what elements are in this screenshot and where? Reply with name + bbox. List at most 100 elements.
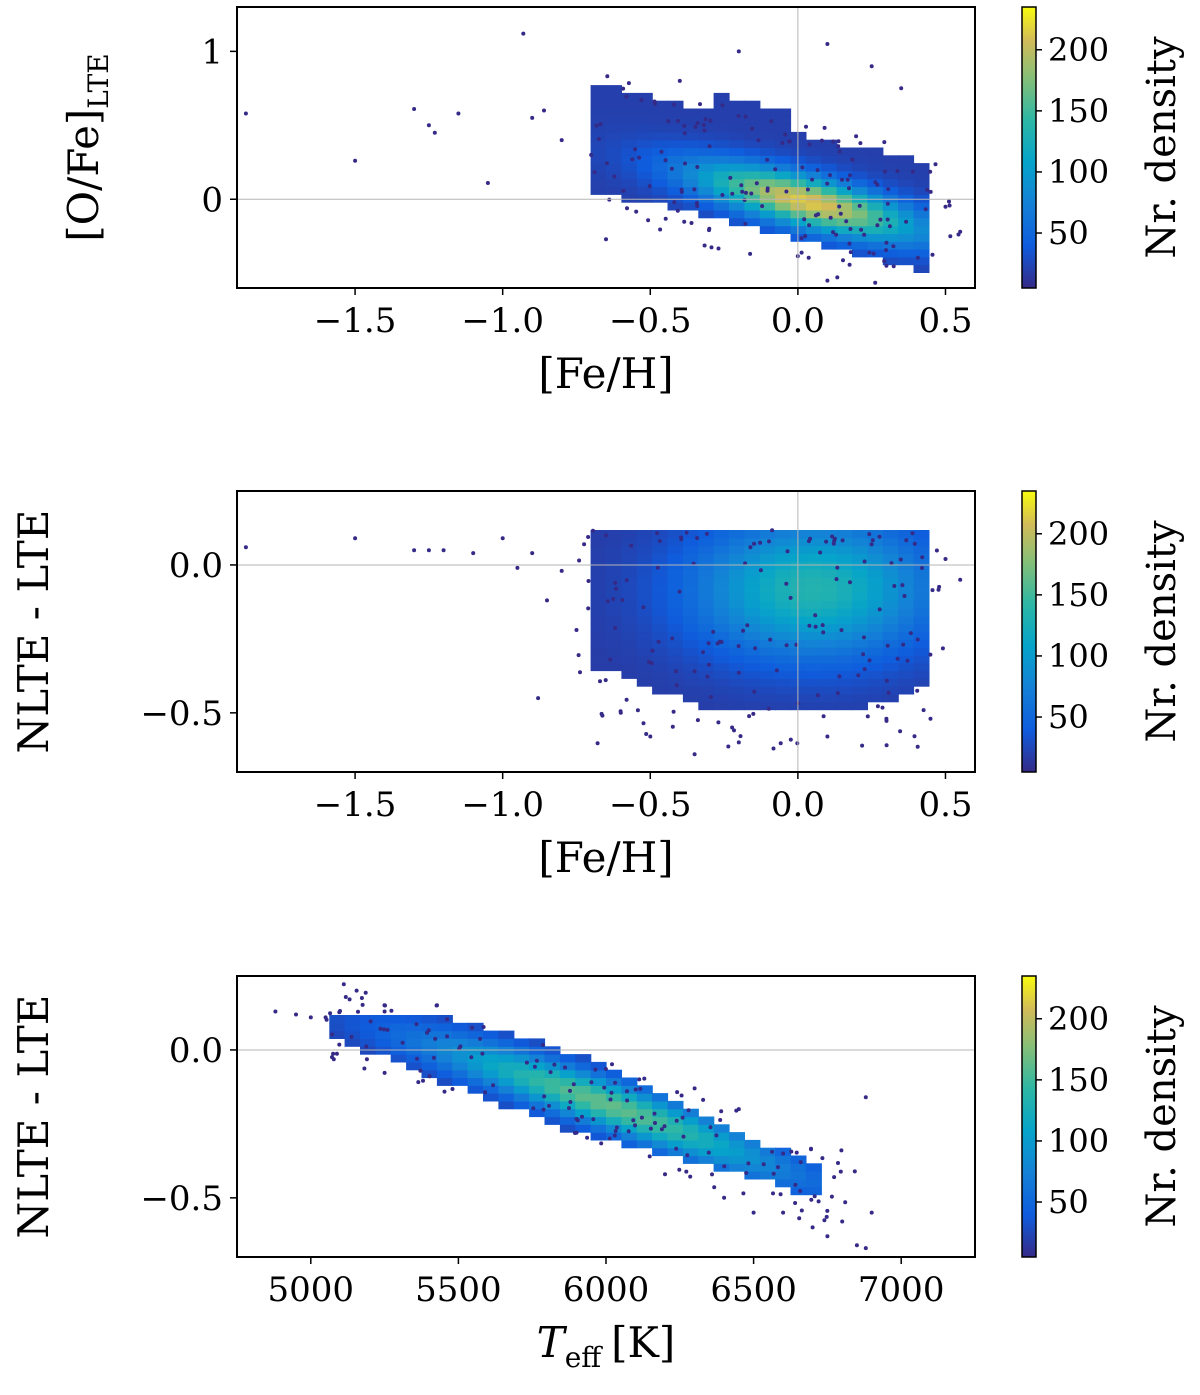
scatter-point [534, 1058, 539, 1063]
heatmap-cell [682, 1139, 699, 1149]
scatter-point [683, 161, 687, 166]
scatter-point [445, 1017, 450, 1022]
heatmap-cell [636, 545, 653, 554]
scatter-point [684, 530, 689, 535]
heatmap-cell [898, 545, 915, 554]
scatter-point [807, 623, 812, 628]
heatmap-cell [575, 1116, 592, 1125]
scatter-point [603, 1067, 608, 1071]
heatmap-cell [790, 600, 807, 609]
heatmap-cell [590, 623, 607, 633]
scatter-point [709, 245, 714, 250]
scatter-point [642, 1076, 647, 1081]
heatmap-cell [775, 1171, 792, 1180]
heatmap-cell [606, 131, 622, 141]
heatmap-cell [790, 569, 807, 578]
heatmap-cell [421, 1046, 438, 1055]
heatmap-cell [698, 662, 715, 672]
heatmap-cell [790, 662, 807, 672]
heatmap-cell [775, 1178, 792, 1188]
heatmap-cell [729, 561, 745, 570]
heatmap-cell [698, 569, 715, 578]
scatter-point [663, 158, 668, 163]
scatter-point [774, 668, 779, 673]
heatmap-cell [775, 615, 792, 625]
heatmap-cell [744, 615, 761, 625]
scatter-point [807, 223, 812, 228]
heatmap-cell [790, 209, 807, 219]
heatmap-cell [698, 178, 715, 188]
heatmap-cell [682, 202, 699, 211]
scatter-point [675, 208, 680, 213]
heatmap-cell [882, 639, 899, 648]
heatmap-cell [621, 561, 638, 570]
scatter-point [743, 114, 748, 119]
heatmap-cell [805, 1171, 822, 1180]
heatmap-cell [836, 225, 853, 234]
heatmap-cell [744, 569, 761, 578]
heatmap-cell [805, 654, 822, 664]
scatter-point [783, 132, 788, 137]
heatmap-cell [729, 1132, 745, 1141]
heatmap-cell [913, 209, 930, 219]
heatmap-cell [652, 639, 669, 648]
scatter-point [363, 990, 368, 995]
scatter-point [541, 1107, 546, 1112]
scatter-point [920, 555, 925, 560]
heatmap-cell [698, 639, 715, 648]
heatmap-cell [913, 163, 930, 172]
heatmap-cell [698, 631, 715, 640]
scatter-point [701, 123, 706, 127]
heatmap-cell [913, 615, 930, 625]
heatmap-cell [775, 170, 792, 180]
scatter-point [835, 565, 840, 570]
scatter-point [629, 543, 634, 548]
heatmap-cell [559, 1093, 576, 1102]
heatmap-cell [606, 537, 622, 547]
scatter-point [892, 584, 897, 588]
scatter-point [433, 1036, 438, 1041]
heatmap-cell [821, 623, 838, 633]
heatmap-cell [821, 670, 838, 679]
heatmap-cell [682, 647, 699, 656]
heatmap-cell [759, 124, 776, 133]
scatter-point [793, 1182, 798, 1187]
scatter-point [692, 1086, 697, 1091]
scatter-point [740, 189, 745, 194]
heatmap-cell [575, 1093, 592, 1102]
heatmap-cell [667, 608, 684, 617]
scatter-point [943, 557, 948, 561]
scatter-point [751, 711, 756, 716]
heatmap-cell [729, 178, 745, 188]
scatter-point [852, 1169, 857, 1174]
scatter-point [831, 139, 836, 144]
heatmap-cell [913, 186, 930, 195]
scatter-point [908, 631, 913, 636]
heatmap-cell [775, 530, 792, 539]
scatter-point [778, 741, 783, 746]
heatmap-cell [759, 530, 776, 539]
scatter-point [948, 234, 953, 239]
heatmap-cell [759, 631, 776, 640]
heatmap-cell [606, 178, 622, 188]
scatter-point [885, 643, 890, 648]
heatmap-cell [636, 100, 653, 110]
x-tick-label: −1.5 [314, 785, 397, 825]
heatmap-cell [559, 1124, 576, 1133]
scatter-point [530, 115, 535, 120]
scatter-point [789, 1149, 794, 1154]
heatmap-cell [882, 545, 899, 554]
heatmap-cell [790, 592, 807, 601]
scatter-point [829, 1194, 834, 1199]
scatter-point [625, 206, 629, 211]
scatter-point [732, 728, 736, 733]
scatter-point [679, 1093, 684, 1098]
heatmap-cell [882, 209, 899, 219]
scatter-point [884, 240, 889, 245]
scatter-point [341, 982, 346, 987]
heatmap-cell [667, 1108, 684, 1118]
heatmap-cell [744, 608, 761, 617]
heatmap-cell [852, 241, 868, 250]
heatmap-cell [621, 608, 638, 617]
heatmap-cell [744, 1163, 761, 1172]
